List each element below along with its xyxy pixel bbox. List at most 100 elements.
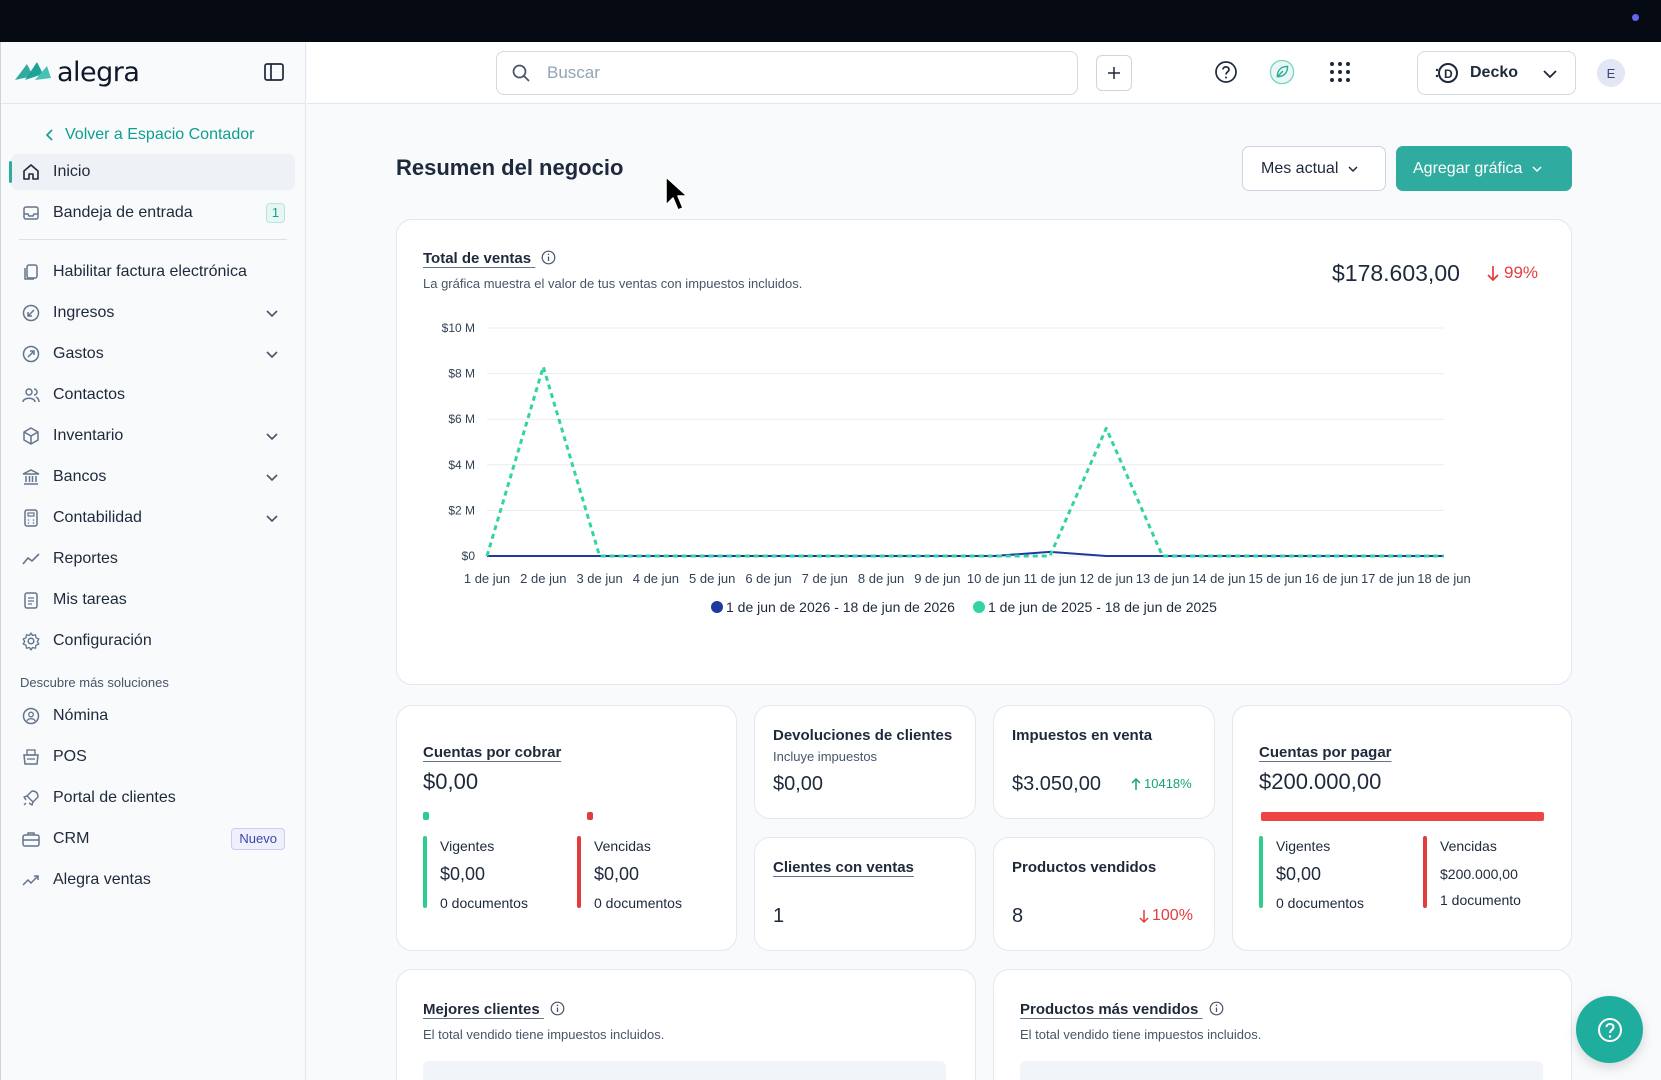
sidebar-item-nomina[interactable]: Nómina (11, 698, 295, 734)
sales-title-text: Total de ventas (423, 250, 532, 267)
sidebar-item-portal[interactable]: Portal de clientes (11, 780, 295, 816)
sidebar-item-label: Reportes (53, 550, 118, 567)
apps-grid-icon[interactable] (1327, 59, 1353, 85)
sidebar-item-inbox[interactable]: Bandeja de entrada 1 (11, 195, 295, 231)
bank-icon (21, 467, 41, 487)
receivables-amount: $0,00 (423, 769, 479, 794)
current-label: Vigentes (1276, 838, 1331, 854)
sidebar-item-contabilidad[interactable]: Contabilidad (11, 500, 295, 536)
status-dot (1632, 14, 1639, 21)
sidebar-item-contactos[interactable]: Contactos (11, 377, 295, 413)
current-label: Vigentes (440, 838, 495, 854)
help-icon[interactable] (1213, 59, 1239, 85)
sidebar-item-label: Nómina (53, 707, 109, 724)
arrow-down-icon (1139, 910, 1149, 924)
sidebar-item-label: Inventario (53, 427, 124, 444)
avatar[interactable]: E (1597, 59, 1625, 87)
products-sold-change-value: 100% (1152, 907, 1193, 924)
current-docs: 0 documentos (1276, 895, 1364, 911)
sidebar-item-configuracion[interactable]: Configuración (11, 623, 295, 659)
y-tick-label: $8 M (448, 367, 475, 381)
page-title: Resumen del negocio (396, 155, 624, 180)
sidebar-item-inicio[interactable]: Inicio (9, 154, 295, 190)
sales-card-title[interactable]: Total de ventas (423, 250, 556, 267)
y-tick-label: $0 (462, 549, 476, 563)
info-icon[interactable] (550, 1001, 565, 1016)
returns-title: Devoluciones de clientes (773, 727, 953, 744)
add-chart-button[interactable]: Agregar gráfica (1396, 146, 1572, 191)
sidebar-item-label: Bancos (53, 468, 107, 485)
sidebar-item-gastos[interactable]: Gastos (11, 336, 295, 372)
period-label: Mes actual (1261, 159, 1339, 177)
help-icon (1597, 1017, 1622, 1042)
sidebar-item-alegra-ventas[interactable]: Alegra ventas (11, 862, 295, 898)
sidebar-item-ingresos[interactable]: Ingresos (11, 295, 295, 331)
sales-total-amount: $178.603,00 (1332, 260, 1460, 286)
sidebar-item-reportes[interactable]: Reportes (11, 541, 295, 577)
y-tick-label: $6 M (448, 412, 475, 426)
clients-with-sales-card: Clientes con ventas 1 (754, 837, 976, 951)
best-products-title-text: Productos más vendidos (1020, 1001, 1199, 1018)
sidebar-item-pos[interactable]: POS (11, 739, 295, 775)
sales-total-card: Total de ventas La gráfica muestra el va… (396, 219, 1572, 685)
quick-add-button[interactable] (1096, 55, 1132, 91)
clients-with-sales-title[interactable]: Clientes con ventas (773, 859, 914, 876)
company-logo-icon: D (1435, 63, 1458, 83)
company-selector[interactable]: D Decko (1417, 51, 1576, 95)
products-sold-card: Productos vendidos 8 100% (993, 837, 1215, 951)
receivables-current-bar (423, 812, 429, 820)
chevron-down-icon (1543, 70, 1557, 79)
help-chat-button[interactable] (1576, 996, 1643, 1063)
sales-taxes-card: Impuestos en venta $3.050,00 10418% (993, 705, 1215, 819)
x-tick-label: 1 de jun (464, 571, 510, 586)
x-tick-label: 14 de jun (1192, 571, 1246, 586)
current-amount: $0,00 (440, 864, 486, 884)
payables-overdue: Vencidas $200.000,00 1 documento (1423, 836, 1521, 908)
x-tick-label: 16 de jun (1305, 571, 1359, 586)
search-input[interactable]: Buscar (496, 51, 1078, 95)
sidebar-item-inventario[interactable]: Inventario (11, 418, 295, 454)
receivables-title[interactable]: Cuentas por cobrar (423, 744, 562, 761)
sidebar-item-electronic-invoice[interactable]: Habilitar factura electrónica (11, 254, 295, 290)
collapse-sidebar-icon[interactable] (263, 61, 285, 83)
leaf-icon[interactable] (1269, 59, 1295, 85)
receivables-overdue: Vencidas $0,00 0 documentos (577, 836, 682, 911)
y-tick-label: $4 M (448, 458, 475, 472)
period-selector[interactable]: Mes actual (1242, 146, 1386, 191)
current-indicator (1259, 836, 1263, 908)
back-to-accountant-link[interactable]: Volver a Espacio Contador (45, 124, 305, 146)
taxes-title: Impuestos en venta (1012, 727, 1153, 744)
sidebar-item-crm[interactable]: CRM Nuevo (11, 821, 295, 857)
system-top-bar (0, 0, 1661, 42)
receivables-current: Vigentes $0,00 0 documentos (423, 836, 528, 911)
products-sold-title: Productos vendidos (1012, 859, 1157, 876)
back-link-label: Volver a Espacio Contador (65, 126, 255, 143)
current-amount: $0,00 (1276, 864, 1322, 884)
current-docs: 0 documentos (440, 895, 528, 911)
sidebar-item-tareas[interactable]: Mis tareas (11, 582, 295, 618)
taxes-change-value: 10418% (1144, 776, 1192, 791)
best-products-title[interactable]: Productos más vendidos (1020, 1001, 1224, 1018)
payables-current: Vigentes $0,00 0 documentos (1259, 836, 1364, 911)
sidebar-item-label: POS (53, 748, 87, 765)
best-clients-subtitle: El total vendido tiene impuestos incluid… (423, 1027, 665, 1042)
sales-line-chart: $0 $2 M $4 M $6 M $8 M $10 M 1 de jun 2 de jun 3… (442, 321, 1471, 615)
x-tick-label: 6 de jun (745, 571, 791, 586)
receivables-card: Cuentas por cobrar $0,00 Vigentes $0,00 … (396, 705, 737, 951)
sidebar-item-label: Configuración (53, 632, 152, 649)
sidebar-item-label: Contactos (53, 386, 126, 403)
info-icon[interactable] (541, 250, 556, 265)
overdue-docs: 1 documento (1440, 892, 1521, 908)
table-header (1020, 1061, 1543, 1080)
sidebar-item-bancos[interactable]: Bancos (11, 459, 295, 495)
sidebar-item-label: Alegra ventas (53, 871, 151, 888)
chevron-down-icon (266, 433, 278, 441)
payables-title[interactable]: Cuentas por pagar (1259, 744, 1392, 761)
info-icon[interactable] (1209, 1001, 1224, 1016)
more-solutions-heading: Descubre más soluciones (20, 675, 169, 690)
returns-amount: $0,00 (773, 773, 824, 795)
best-clients-title[interactable]: Mejores clientes (423, 1001, 565, 1018)
overdue-amount: $200.000,00 (1440, 866, 1518, 882)
arrow-up-icon (1131, 777, 1141, 790)
inbox-icon (21, 203, 41, 223)
